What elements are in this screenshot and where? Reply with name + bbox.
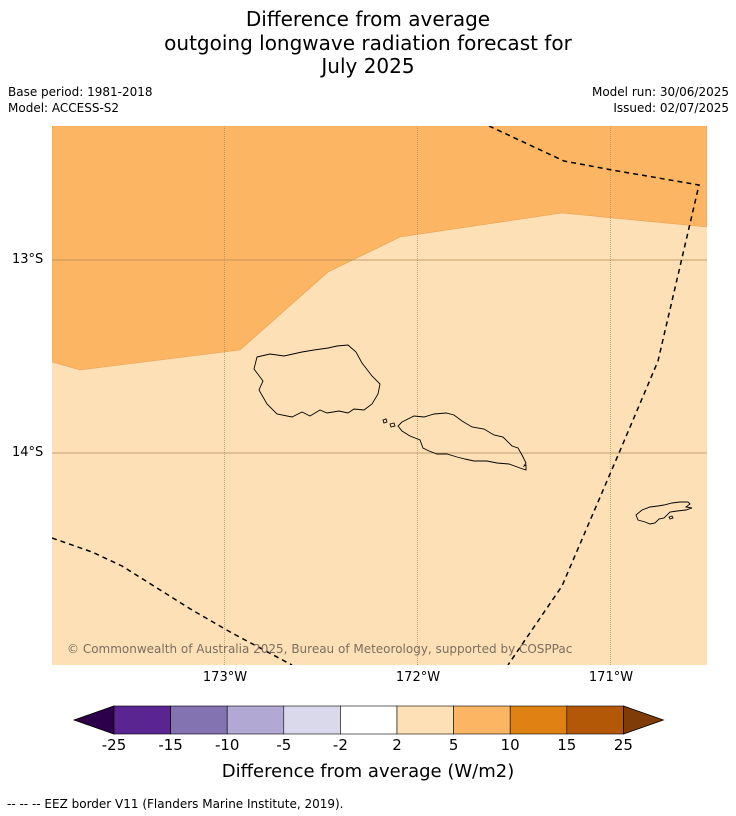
- map-panel: © Commonwealth of Australia 2025, Bureau…: [52, 126, 707, 665]
- lon-label-171W: 171°W: [588, 670, 634, 685]
- issued-date: Issued: 02/07/2025: [613, 101, 729, 115]
- graticule: [52, 126, 707, 665]
- colorbar-tick-label: 25: [613, 736, 633, 754]
- lat-label-14S: 14°S: [12, 445, 44, 460]
- colorbar-segment--5-to--2: [283, 705, 341, 735]
- apolima-island-coastline: [382, 418, 388, 424]
- colorbar-label: Difference from average (W/m2): [221, 761, 515, 782]
- colorbar-tick-label: -2: [332, 736, 348, 754]
- copyright-text: © Commonwealth of Australia 2025, Bureau…: [67, 642, 572, 656]
- colorbar-segment-2-to-5: [396, 705, 454, 735]
- colorbar-tick-label: 15: [557, 736, 577, 754]
- map-title-line-2: outgoing longwave radiation forecast for: [164, 31, 572, 55]
- colorbar-segment-15-to-25: [566, 705, 624, 735]
- map-title-line-3: July 2025: [321, 54, 415, 78]
- tutuila-island-coastline: [635, 501, 693, 525]
- map-title-line-1: Difference from average: [245, 7, 491, 31]
- eez-border-east: [488, 126, 700, 665]
- model-run: Model run: 30/06/2025: [591, 85, 729, 99]
- colorbar-under-arrow: [72, 705, 115, 735]
- meta-left: Base period: 1981-2018 Model: ACCESS-S2: [8, 84, 153, 116]
- colorbar-segment--2-to-2: [340, 705, 398, 735]
- colorbar-segment--15-to--10: [170, 705, 228, 735]
- colorbar-tick-label: 5: [448, 736, 459, 754]
- band-5-10-area: [52, 126, 707, 371]
- manono-island-coastline: [389, 422, 396, 428]
- coastlines: [253, 344, 693, 525]
- colorbar-tick-label: -10: [214, 736, 240, 754]
- colorbar-over-arrow: [623, 705, 665, 735]
- lon-label-172W: 172°W: [395, 670, 441, 685]
- colorbar-tick-label: 2: [392, 736, 402, 754]
- eez-legend: -- -- -- EEZ border V11 (Flanders Marine…: [7, 797, 344, 811]
- colorbar: [72, 705, 665, 735]
- colorbar-segment--25-to--15: [113, 705, 171, 735]
- colorbar-segment--10-to--5: [226, 705, 285, 735]
- upolu-island-coastline: [397, 412, 527, 471]
- colorbar-tick-label: 10: [500, 736, 520, 754]
- lon-label-173W: 173°W: [202, 670, 248, 685]
- savaii-island-coastline: [253, 344, 381, 418]
- lat-label-13S: 13°S: [12, 252, 44, 267]
- colorbar-tick-label: -5: [276, 736, 292, 754]
- base-period: Base period: 1981-2018: [8, 85, 153, 99]
- meta-right: Model run: 30/06/2025 Issued: 02/07/2025: [592, 84, 729, 116]
- colorbar-segment-5-to-10: [453, 705, 511, 735]
- colorbar-tick-label: -15: [158, 736, 183, 754]
- eez-borders: [52, 126, 700, 665]
- colorbar-segment-10-to-15: [509, 705, 568, 735]
- colorbar-tick-label: -25: [101, 736, 127, 754]
- aunuu-island-coastline: [668, 515, 674, 520]
- model-name: Model: ACCESS-S2: [8, 101, 120, 115]
